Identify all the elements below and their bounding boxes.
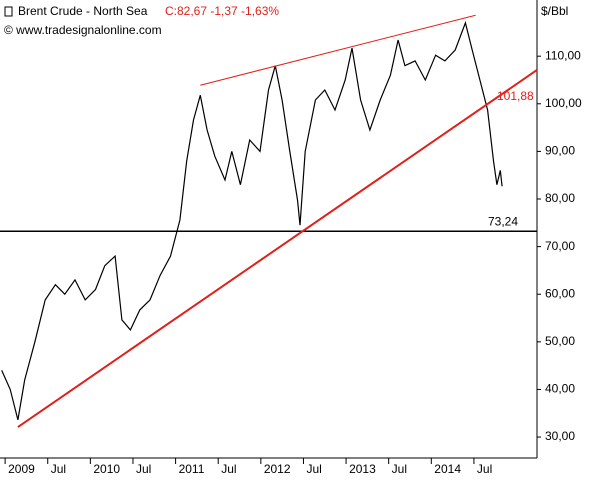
y-tick-label: 70,00 [545, 239, 575, 253]
x-tick-label: 2009 [8, 462, 35, 476]
y-tick-label: 80,00 [545, 191, 575, 205]
y-tick-label: 40,00 [545, 382, 575, 396]
y-tick-label: 30,00 [545, 429, 575, 443]
x-tick-label: 2010 [93, 462, 120, 476]
x-tick-label: Jul [392, 462, 407, 476]
y-tick-label: 50,00 [545, 334, 575, 348]
icon [4, 6, 13, 17]
x-tick-label: Jul [51, 462, 66, 476]
x-tick-label: Jul [306, 462, 321, 476]
trend-line [200, 14, 476, 86]
price-line [1, 20, 503, 421]
y-tick-label: 110,00 [545, 48, 581, 62]
y-tick-label: 100,00 [545, 96, 582, 110]
x-tick-label: 2013 [349, 462, 376, 476]
quote: C:82,67 -1,37 -1,63% [165, 4, 279, 18]
unit-label: $/Bbl [541, 4, 568, 18]
x-tick-label: Jul [477, 462, 492, 476]
y-tick-label: 60,00 [545, 286, 575, 300]
x-tick-label: Jul [221, 462, 236, 476]
trend-line [17, 69, 538, 428]
x-tick-label: 2014 [434, 462, 461, 476]
x-tick-label: 2011 [179, 462, 205, 476]
chart-title: Brent Crude - North Sea [18, 4, 148, 18]
x-tick-label: 2012 [264, 462, 291, 476]
annotation-label: 101,88 [497, 89, 534, 103]
x-tick-label: Jul [136, 462, 151, 476]
horizontal-line-label: 73,24 [488, 214, 518, 228]
y-tick-label: 90,00 [545, 144, 575, 158]
source: © www.tradesignalonline.com [4, 23, 162, 37]
